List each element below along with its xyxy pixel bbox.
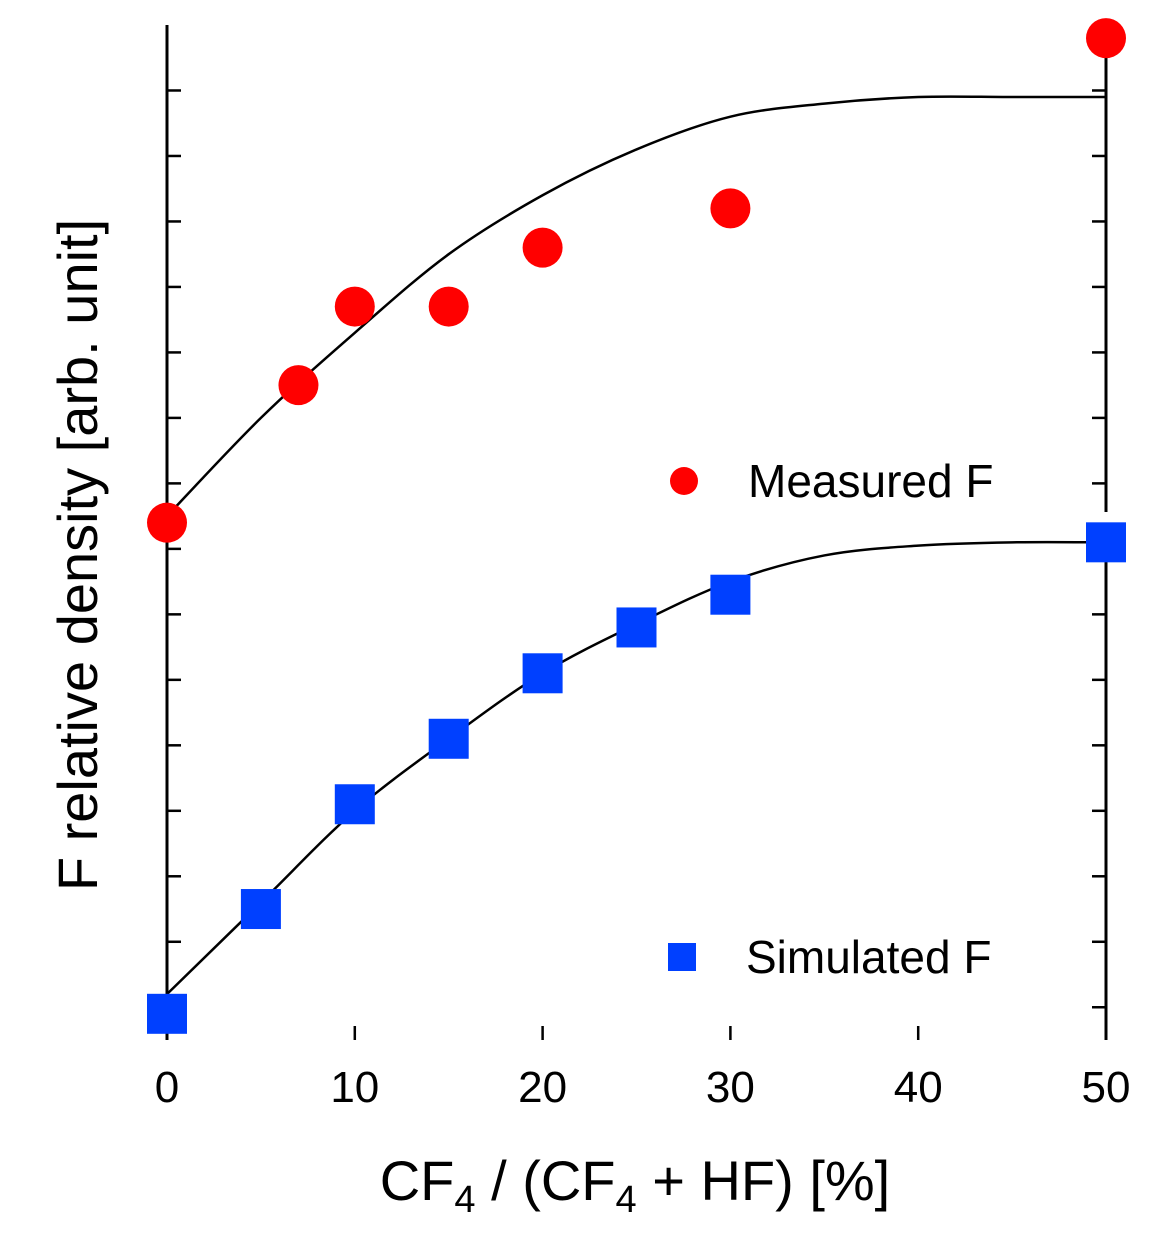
measured-point — [334, 286, 375, 327]
simulated-point — [428, 718, 469, 759]
simulated-point — [1086, 522, 1126, 563]
measured-point — [428, 286, 469, 327]
simulated-point — [334, 784, 375, 825]
simulated-point — [522, 653, 563, 694]
legend: Measured F Simulated F — [668, 455, 993, 983]
measured-point — [278, 365, 319, 406]
legend-label-simulated: Simulated F — [746, 931, 991, 983]
x-tick-label: 0 — [155, 1063, 179, 1112]
axes — [165, 25, 1108, 1040]
x-tick-label: 10 — [330, 1063, 379, 1112]
data-points — [147, 18, 1126, 1034]
x-tick-label: 40 — [894, 1063, 943, 1112]
simulated-point — [147, 993, 187, 1034]
legend-marker-simulated — [668, 943, 696, 971]
fit-curves — [166, 95, 1107, 996]
measured-point — [147, 502, 187, 543]
fit-curve-measured — [166, 95, 1106, 517]
ticks: 0 10 20 30 40 50 — [155, 89, 1131, 1112]
measured-point — [522, 227, 563, 268]
simulated-point — [616, 607, 657, 648]
x-title-prefix: CF — [380, 1149, 455, 1212]
x-axis-title: CF4 / (CF4 + HF) [%] — [380, 1149, 891, 1221]
measured-point — [1086, 18, 1126, 59]
y-axis-title: F relative density [arb. unit] — [46, 219, 109, 891]
x-title-middle: / (CF — [476, 1149, 616, 1212]
x-title-sub2: 4 — [616, 1179, 637, 1221]
x-tick-label: 50 — [1082, 1063, 1131, 1112]
x-title-sub1: 4 — [454, 1179, 475, 1221]
x-title-suffix: + HF) [%] — [637, 1149, 891, 1212]
simulated-point — [240, 889, 281, 930]
legend-marker-measured — [670, 467, 698, 495]
x-tick-label: 20 — [518, 1063, 567, 1112]
x-tick-label: 30 — [706, 1063, 755, 1112]
legend-label-measured: Measured F — [748, 455, 993, 507]
measured-point — [710, 188, 751, 229]
simulated-point — [710, 574, 751, 615]
